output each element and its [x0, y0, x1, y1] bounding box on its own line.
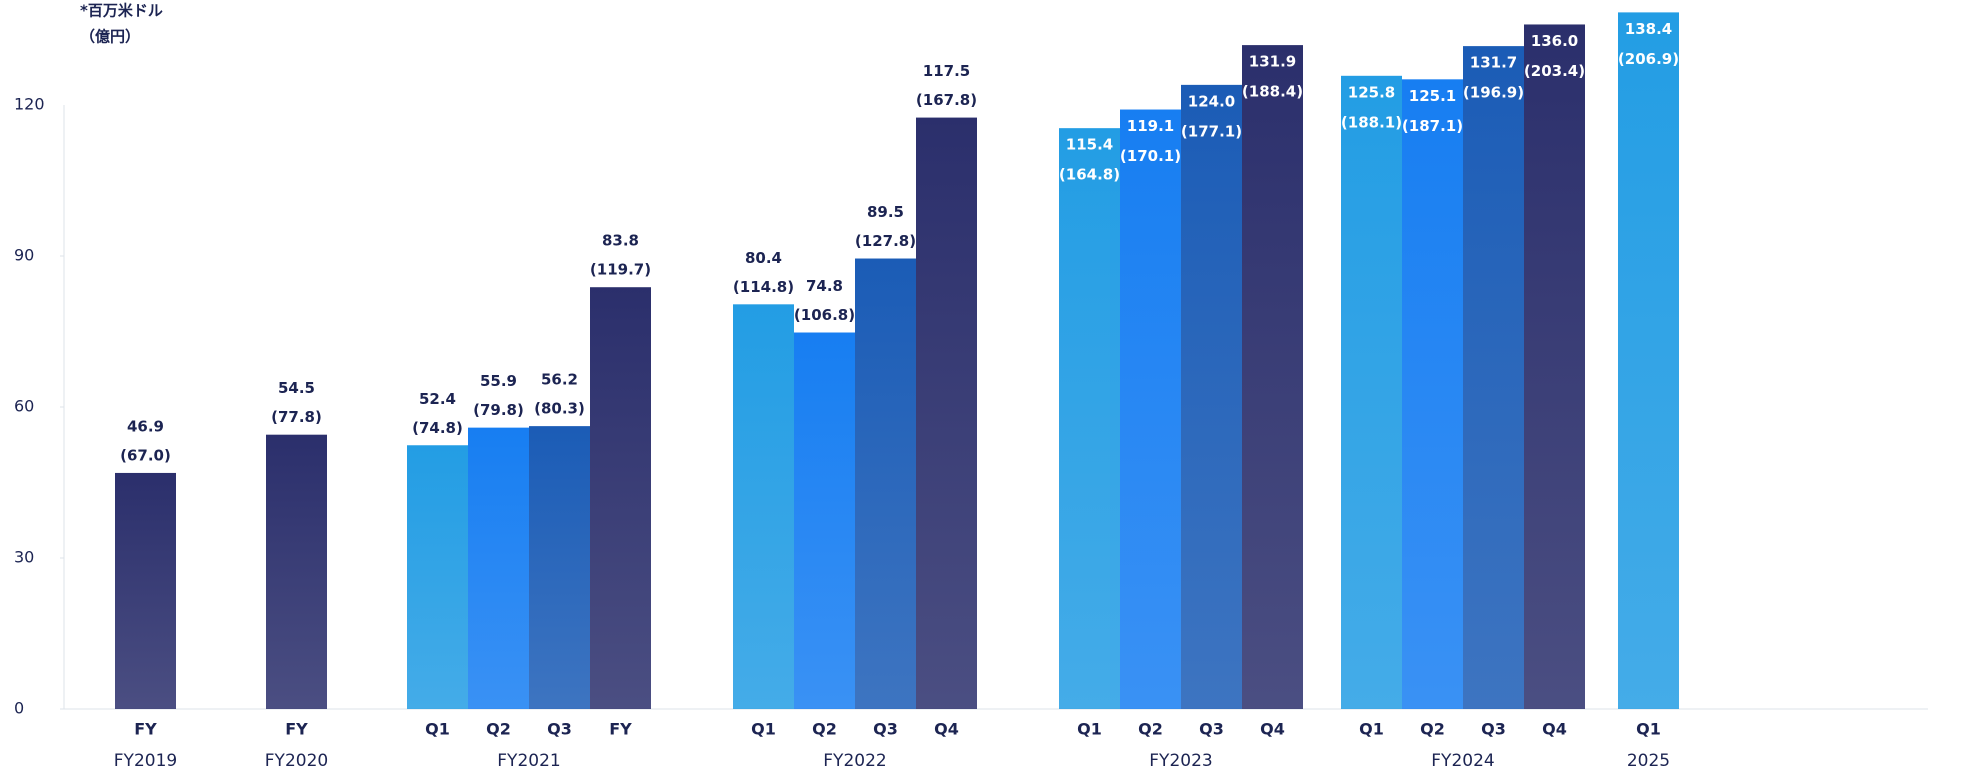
x-tick-label: Q4 — [1542, 720, 1567, 739]
value-label: 55.9 — [480, 372, 517, 390]
secondary-label: (188.1) — [1341, 113, 1402, 131]
bar — [266, 434, 327, 709]
secondary-unit-label: （億円） — [80, 28, 140, 46]
x-tick-label: Q3 — [547, 720, 572, 739]
bar — [1341, 75, 1402, 710]
secondary-label: (164.8) — [1059, 166, 1120, 184]
bar — [733, 304, 794, 709]
x-tick-label: Q3 — [1481, 720, 1506, 739]
group-label: FY2020 — [265, 751, 328, 771]
x-tick-label: Q1 — [751, 720, 776, 739]
secondary-label: (79.8) — [473, 401, 524, 419]
secondary-label: (67.0) — [120, 446, 171, 464]
x-tick-label: FY — [285, 720, 308, 739]
x-tick-label: Q2 — [812, 720, 837, 739]
value-label: 131.7 — [1470, 54, 1517, 72]
bar — [1524, 24, 1585, 709]
x-tick-label: Q2 — [1420, 720, 1445, 739]
secondary-label: (206.9) — [1618, 50, 1679, 68]
bar — [1463, 46, 1524, 710]
x-tick-label: Q2 — [1138, 720, 1163, 739]
x-tick-label: Q1 — [1636, 720, 1661, 739]
value-label: 119.1 — [1127, 117, 1174, 135]
x-tick-label: Q1 — [425, 720, 450, 739]
bar — [468, 427, 529, 709]
y-tick-label: 90 — [14, 246, 34, 265]
secondary-label: (74.8) — [412, 419, 463, 437]
value-label: 74.8 — [806, 277, 843, 295]
value-label: 52.4 — [419, 390, 456, 408]
value-label: 115.4 — [1066, 136, 1113, 154]
unit-label: *百万米ドル — [80, 2, 163, 20]
secondary-label: (187.1) — [1402, 117, 1463, 135]
x-tick-label: Q4 — [1260, 720, 1285, 739]
group-label: FY2024 — [1431, 751, 1494, 771]
x-tick-label: Q1 — [1077, 720, 1102, 739]
y-tick-label: 120 — [14, 95, 45, 114]
value-label: 89.5 — [867, 203, 904, 221]
value-label: 54.5 — [278, 379, 315, 397]
y-tick-label: 60 — [14, 397, 34, 416]
x-tick-label: Q4 — [934, 720, 959, 739]
bar — [529, 426, 590, 709]
group-label: FY2021 — [497, 751, 560, 771]
bar — [1618, 12, 1679, 710]
bar — [590, 287, 651, 709]
secondary-label: (114.8) — [733, 278, 794, 296]
value-label: 125.8 — [1348, 83, 1395, 101]
x-tick-label: FY — [609, 720, 632, 739]
bar — [407, 445, 468, 709]
value-label: 125.1 — [1409, 87, 1456, 105]
secondary-label: (127.8) — [855, 232, 916, 250]
y-tick-label: 0 — [14, 699, 24, 718]
value-label: 56.2 — [541, 371, 578, 389]
y-tick-label: 30 — [14, 548, 34, 567]
value-label: 83.8 — [602, 232, 639, 250]
secondary-label: (177.1) — [1181, 122, 1242, 140]
secondary-label: (106.8) — [794, 306, 855, 324]
bar — [1402, 79, 1463, 709]
value-label: 136.0 — [1531, 32, 1578, 50]
bar — [794, 332, 855, 709]
x-tick-label: Q2 — [486, 720, 511, 739]
bar — [855, 258, 916, 709]
bar — [1181, 84, 1242, 709]
value-label: 124.0 — [1188, 92, 1235, 110]
secondary-label: (167.8) — [916, 91, 977, 109]
value-label: 138.4 — [1625, 20, 1672, 38]
secondary-label: (77.8) — [271, 408, 322, 426]
group-label: FY2022 — [823, 751, 886, 771]
bar — [916, 117, 977, 710]
secondary-label: (170.1) — [1120, 147, 1181, 165]
secondary-label: (196.9) — [1463, 84, 1524, 102]
x-tick-label: Q1 — [1359, 720, 1384, 739]
bar — [1242, 45, 1303, 709]
group-label: FY2019 — [114, 751, 177, 771]
bar — [115, 472, 176, 709]
secondary-label: (119.7) — [590, 261, 651, 279]
secondary-label: (203.4) — [1524, 62, 1585, 80]
x-tick-label: Q3 — [873, 720, 898, 739]
value-label: 80.4 — [745, 249, 782, 267]
bar — [1059, 128, 1120, 710]
x-tick-label: Q3 — [1199, 720, 1224, 739]
value-label: 131.9 — [1249, 53, 1296, 71]
value-label: 46.9 — [127, 417, 164, 435]
bar — [1120, 109, 1181, 709]
value-label: 117.5 — [923, 62, 970, 80]
secondary-label: (80.3) — [534, 400, 585, 418]
group-label: FY2023 — [1149, 751, 1212, 771]
x-tick-label: FY — [134, 720, 157, 739]
group-label: 2025 — [1627, 751, 1670, 771]
secondary-label: (188.4) — [1242, 83, 1303, 101]
